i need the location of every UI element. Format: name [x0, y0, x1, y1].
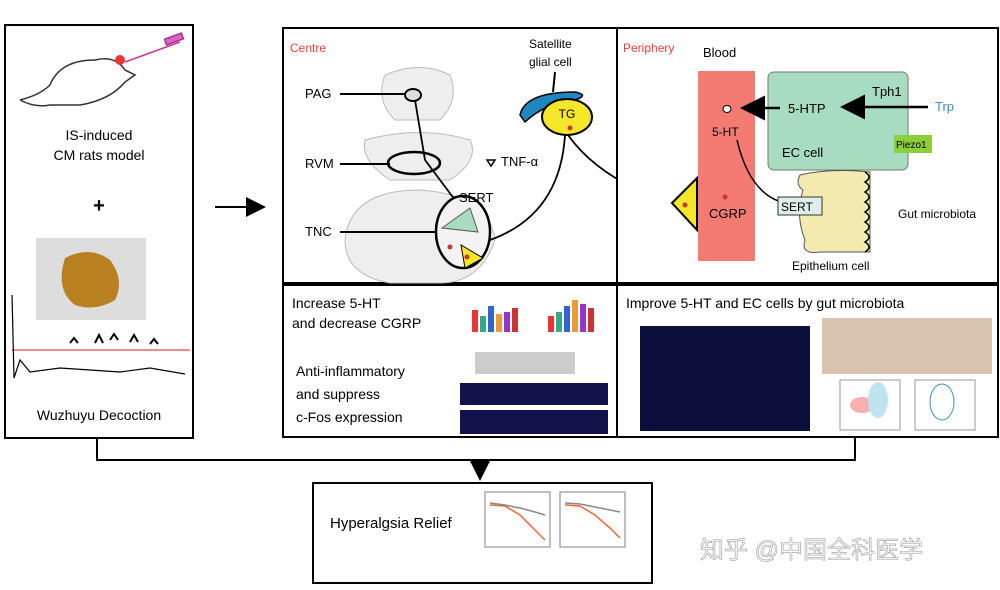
fluorescence-thumbnails	[460, 383, 608, 434]
hyperalgesia-curve-thumbnails	[484, 491, 626, 548]
herb-powder-icon	[61, 251, 119, 308]
epithelium-label: Epithelium cell	[792, 259, 869, 273]
chromatogram-icon	[11, 294, 190, 379]
western-blot-thumbnail	[475, 352, 575, 374]
tnf-icon	[485, 159, 497, 168]
htp-label: 5-HTP	[788, 101, 826, 116]
tg-label: TG	[559, 107, 576, 121]
tnc-node	[434, 194, 492, 270]
model-label-1: IS-induced	[66, 127, 133, 143]
sert-label: SERT	[459, 190, 493, 205]
model-label-2: CM rats model	[53, 147, 144, 163]
periphery-panel: Periphery Blood Tph1 5-HTP Trp 5-HT EC c…	[616, 27, 999, 284]
centre-panel: Centre PAG RVM TNC SERT Satellite glial …	[282, 27, 673, 284]
periphery-sert-label: SERT	[781, 200, 813, 214]
left-panel: IS-induced CM rats model + Wuzhuyu Decoc…	[4, 24, 194, 439]
trp-label: Trp	[935, 99, 954, 114]
rvm-node	[386, 150, 442, 176]
connector-line	[96, 438, 856, 461]
result-line-4: and suppress	[296, 386, 380, 402]
watermark: 知乎 @中国全科医学	[700, 537, 923, 564]
periphery-title: Periphery	[623, 41, 674, 55]
results-right-title: Improve 5-HT and EC cells by gut microbi…	[626, 295, 905, 311]
ht-label: 5-HT	[712, 125, 739, 139]
blood-label: Blood	[703, 45, 736, 60]
cgrp-label: CGRP	[709, 206, 747, 221]
result-line-2: and decrease CGRP	[292, 315, 421, 331]
result-line-5: c-Fos expression	[296, 409, 403, 425]
plus-sign: +	[93, 195, 105, 217]
rvm-label: RVM	[305, 156, 334, 171]
pag-node	[404, 88, 422, 102]
tph1-label: Tph1	[872, 84, 902, 99]
centre-title: Centre	[290, 41, 326, 55]
tnf-label: TNF-α	[501, 154, 539, 169]
pag-label: PAG	[305, 86, 332, 101]
blood-vessel	[698, 71, 755, 261]
sert-box	[777, 196, 823, 216]
gut-microbiota-label: Gut microbiota	[898, 207, 976, 221]
tg-node	[541, 98, 593, 136]
result-line-3: Anti-inflammatory	[296, 363, 405, 379]
satellite-label-1: Satellite	[529, 37, 572, 51]
results-right-panel: Improve 5-HT and EC cells by gut microbi…	[616, 284, 999, 438]
outcome-panel: Hyperalgsia Relief	[312, 482, 653, 584]
epithelium-cell	[797, 170, 871, 253]
rat-icon	[19, 32, 185, 107]
ec-cell-label: EC cell	[782, 145, 823, 160]
outcome-label: Hyperalgsia Relief	[330, 515, 453, 532]
bar-chart-thumbnails	[472, 300, 594, 332]
fluorescence-grid-thumbnail	[640, 326, 810, 431]
result-line-1: Increase 5-HT	[292, 295, 381, 311]
decoction-label: Wuzhuyu Decoction	[37, 407, 161, 423]
piezo1-badge	[894, 135, 932, 153]
satellite-label-2: glial cell	[529, 55, 572, 69]
tnc-label: TNC	[305, 224, 332, 239]
ec-cell	[767, 71, 909, 171]
pca-plot-thumbnails	[839, 379, 976, 431]
histology-thumbnail	[822, 318, 992, 374]
results-left-panel: Increase 5-HT and decrease CGRP Anti-inf…	[282, 284, 618, 438]
piezo1-label: Piezo1	[896, 140, 927, 151]
